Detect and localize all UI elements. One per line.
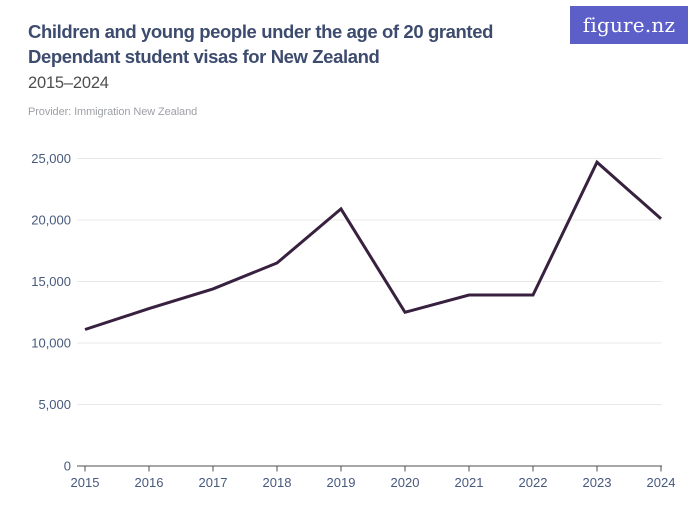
- y-tick-label: 0: [64, 459, 71, 474]
- x-tick-label: 2020: [391, 475, 420, 490]
- gridlines: [77, 158, 662, 405]
- y-axis-labels: 0 5,000 10,000 15,000 20,000 25,000: [31, 151, 71, 474]
- y-tick-label: 20,000: [31, 213, 71, 228]
- x-tick-label: 2017: [199, 475, 228, 490]
- figure-nz-logo-text: figure.nz: [582, 13, 676, 37]
- x-tick-label: 2021: [455, 475, 484, 490]
- x-tick-label: 2024: [647, 475, 676, 490]
- x-tick-label: 2022: [519, 475, 548, 490]
- provider-label: Provider: Immigration New Zealand: [28, 106, 198, 119]
- figure-nz-logo: figure.nz: [570, 6, 688, 44]
- chart-header: Children and young people under the age …: [28, 20, 573, 118]
- y-tick-label: 25,000: [31, 151, 71, 166]
- data-series: [84, 159, 662, 331]
- data-line: [84, 159, 662, 331]
- x-tick-label: 2015: [71, 475, 100, 490]
- x-axis-labels: 2015 2016 2017 2018 2019 2020 2021 2022 2023 2024: [71, 475, 676, 490]
- chart-area: 0 5,000 10,000 15,000 20,000 25,000 2015 2016 2…: [0, 140, 700, 510]
- x-axis: [77, 465, 662, 472]
- y-tick-label: 10,000: [31, 336, 71, 351]
- chart-subtitle: 2015–2024: [28, 74, 109, 93]
- x-tick-label: 2018: [263, 475, 292, 490]
- y-tick-label: 15,000: [31, 274, 71, 289]
- y-tick-label: 5,000: [38, 397, 71, 412]
- x-tick-label: 2023: [583, 475, 612, 490]
- x-tick-label: 2016: [135, 475, 164, 490]
- x-tick-label: 2019: [327, 475, 356, 490]
- chart-title: Children and young people under the age …: [28, 21, 493, 67]
